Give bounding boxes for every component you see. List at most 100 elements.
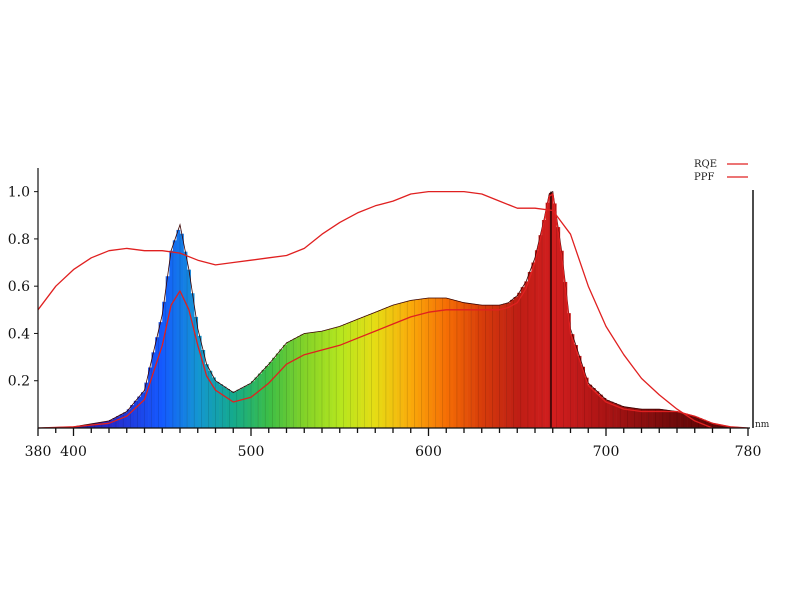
spectrum-bar [247, 384, 252, 428]
spectrum-bar [545, 202, 550, 428]
spectrum-bar [180, 233, 184, 428]
spectrum-bar [687, 414, 692, 428]
spectrum-bar [318, 331, 323, 428]
spectrum-bar [584, 377, 589, 428]
spectrum-bar [183, 251, 188, 428]
spectrum-bar [453, 300, 458, 428]
spectrum-bar [400, 302, 404, 428]
spectrum-bar [240, 387, 245, 428]
spectrum-bar [474, 304, 479, 428]
spectrum-bar [236, 389, 241, 428]
spectrum-bar [140, 392, 145, 428]
spectrum-bar [357, 318, 362, 428]
spectrum-bar [424, 298, 429, 428]
series-line-rqe [37, 190, 713, 429]
spectrum-bar [503, 303, 507, 428]
spectrum-bars [37, 190, 749, 429]
spectrum-bar [378, 310, 383, 428]
series-lines [37, 190, 749, 429]
spectrum-bar [677, 411, 681, 428]
spectrum-bar [91, 423, 96, 428]
spectrum-bar [680, 412, 685, 428]
spectrum-bar [389, 305, 394, 428]
spectrum-bar [588, 384, 593, 428]
spectrum-bar [705, 421, 710, 428]
spectrum-bar [197, 335, 202, 428]
spectrum-bar [645, 409, 649, 428]
spectrum-bar [322, 330, 326, 428]
spectrum-bar [112, 418, 117, 428]
spectrum-bar [77, 425, 81, 428]
spectrum-bar [616, 404, 621, 428]
spectrum-bar [708, 422, 713, 428]
spectrum-bar [566, 313, 571, 428]
spectrum-bar [417, 299, 422, 428]
spectrum-bar [403, 301, 408, 428]
spectrum-bar [712, 423, 717, 428]
legend-label-rqe: RQE [694, 159, 717, 170]
spectrum-bar [98, 422, 103, 428]
spectrum-bar [116, 416, 120, 428]
spectrum-bar [662, 409, 667, 428]
spectrum-bar [527, 272, 532, 428]
spectrum-bar [428, 298, 433, 428]
spectrum-bar [435, 298, 440, 428]
spectrum-bar [542, 220, 546, 428]
x-tick-label: 600 [415, 444, 442, 460]
spectrum-bar [531, 262, 536, 428]
spectrum-bar [506, 302, 511, 428]
spectrum-bar [222, 386, 227, 428]
axes [37, 168, 754, 429]
spectrum-bar [126, 409, 131, 428]
spectrum-bar [652, 409, 656, 428]
spectrum-bar [684, 413, 688, 428]
spectrum-bar [304, 333, 309, 428]
spectrum-outline [37, 190, 749, 429]
spectrum-bar [123, 412, 128, 428]
spectrum-bar [446, 298, 451, 428]
spectrum-bar [144, 382, 149, 428]
y-tick-label: 0.4 [8, 326, 30, 342]
spectrum-bar [339, 325, 344, 428]
spectrum-bar [130, 405, 135, 428]
spectrum-bar [343, 324, 348, 428]
y-tick-label: 0.8 [8, 232, 30, 248]
spectrum-bar [613, 403, 617, 428]
spectrum-bar [84, 424, 88, 428]
y-ticks: 0.2 0.4 0.6 0.8 1.0 [8, 185, 38, 390]
spectrum-bar [407, 300, 412, 428]
spectrum-bar [481, 305, 486, 428]
spectrum-bar [243, 385, 248, 428]
x-tick-label: 500 [238, 444, 265, 460]
spectrum-bar [478, 304, 483, 428]
spectrum-bar [265, 366, 270, 428]
spectrum-bar [574, 345, 578, 428]
spectrum-bar [194, 316, 199, 428]
spectrum-bar [361, 317, 365, 428]
spectrum-bar [432, 298, 436, 428]
spectrum-bar [488, 305, 493, 428]
spectrum-bar [577, 355, 582, 428]
spectrum-bar [282, 345, 287, 428]
spectrum-bar [375, 311, 380, 428]
spectrum-bar [559, 250, 564, 428]
spectrum-bar [300, 334, 305, 428]
spectrum-bar [211, 377, 216, 428]
x-tick-label: 700 [593, 444, 620, 460]
spectrum-bar [385, 307, 390, 428]
spectrum-bar [297, 336, 301, 428]
spectrum-bar [460, 302, 465, 428]
spectrum-bar [290, 340, 294, 428]
spectrum-bar [219, 384, 223, 428]
spectrum-bar [172, 240, 177, 428]
spectrum-bar [155, 337, 159, 428]
spectrum-bar [190, 293, 195, 428]
spectrum-bar [535, 250, 539, 428]
spectrum-bar [467, 303, 472, 428]
spectrum-bar [368, 314, 372, 428]
x-tick-label: 380 [25, 444, 52, 460]
spectrum-bar [201, 350, 206, 428]
spectrum-bar [637, 408, 642, 428]
spectrum-bar [80, 425, 85, 428]
spectrum-bar [655, 409, 660, 428]
